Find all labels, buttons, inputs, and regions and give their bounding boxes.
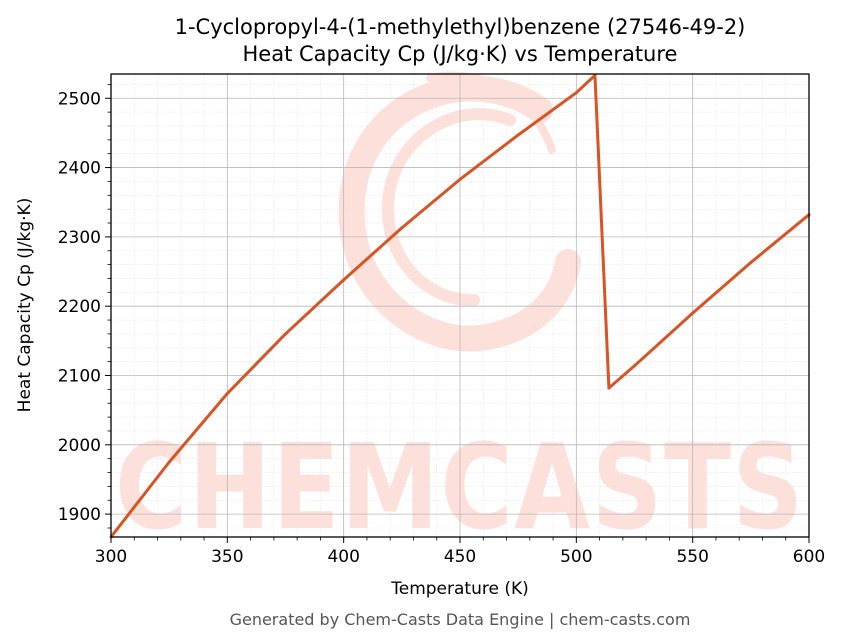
- x-tick-label: 300: [95, 547, 127, 567]
- y-tick-label: 2300: [58, 228, 101, 248]
- data-point: [516, 133, 520, 137]
- data-point: [167, 460, 171, 464]
- x-tick-label: 400: [327, 547, 359, 567]
- watermark: CHEMCASTS: [115, 71, 805, 556]
- x-axis-label: Temperature (K): [390, 579, 529, 599]
- y-tick-label: 2100: [58, 367, 101, 387]
- footer-credit: Generated by Chem-Casts Data Engine | ch…: [230, 610, 691, 629]
- x-tick-label: 450: [444, 547, 476, 567]
- y-tick-labels: 1900 2000 2100 2200 2300 2400 2500: [58, 89, 101, 525]
- data-point: [691, 311, 695, 315]
- x-tick-label: 500: [560, 547, 592, 567]
- data-point: [284, 332, 287, 336]
- chart-title: 1-Cyclopropyl-4-(1-methylethyl)benzene (…: [175, 15, 746, 39]
- y-tick-label: 2000: [58, 436, 101, 456]
- data-point: [400, 226, 404, 230]
- x-tick-label: 550: [676, 547, 708, 567]
- data-point: [607, 386, 611, 390]
- data-point: [749, 261, 753, 265]
- watermark-text: CHEMCASTS: [115, 418, 805, 556]
- data-point: [458, 177, 462, 181]
- axis-ticks: [105, 83, 810, 543]
- x-tick-label: 600: [793, 547, 825, 567]
- data-point: [574, 91, 578, 95]
- watermark-swirl-logo: [338, 71, 581, 352]
- y-tick-label: 1900: [58, 505, 101, 525]
- y-tick-label: 2500: [58, 89, 101, 109]
- x-tick-labels: 300 350 400 450 500 550 600: [95, 547, 825, 567]
- data-point: [633, 364, 636, 368]
- chart-subtitle: Heat Capacity Cp (J/kg·K) vs Temperature: [243, 42, 678, 66]
- y-tick-label: 2400: [58, 159, 101, 179]
- y-tick-label: 2200: [58, 297, 101, 317]
- data-point: [225, 392, 229, 396]
- y-axis-label: Heat Capacity Cp (J/kg·K): [15, 198, 35, 413]
- x-tick-label: 350: [211, 547, 243, 567]
- data-point: [342, 278, 346, 282]
